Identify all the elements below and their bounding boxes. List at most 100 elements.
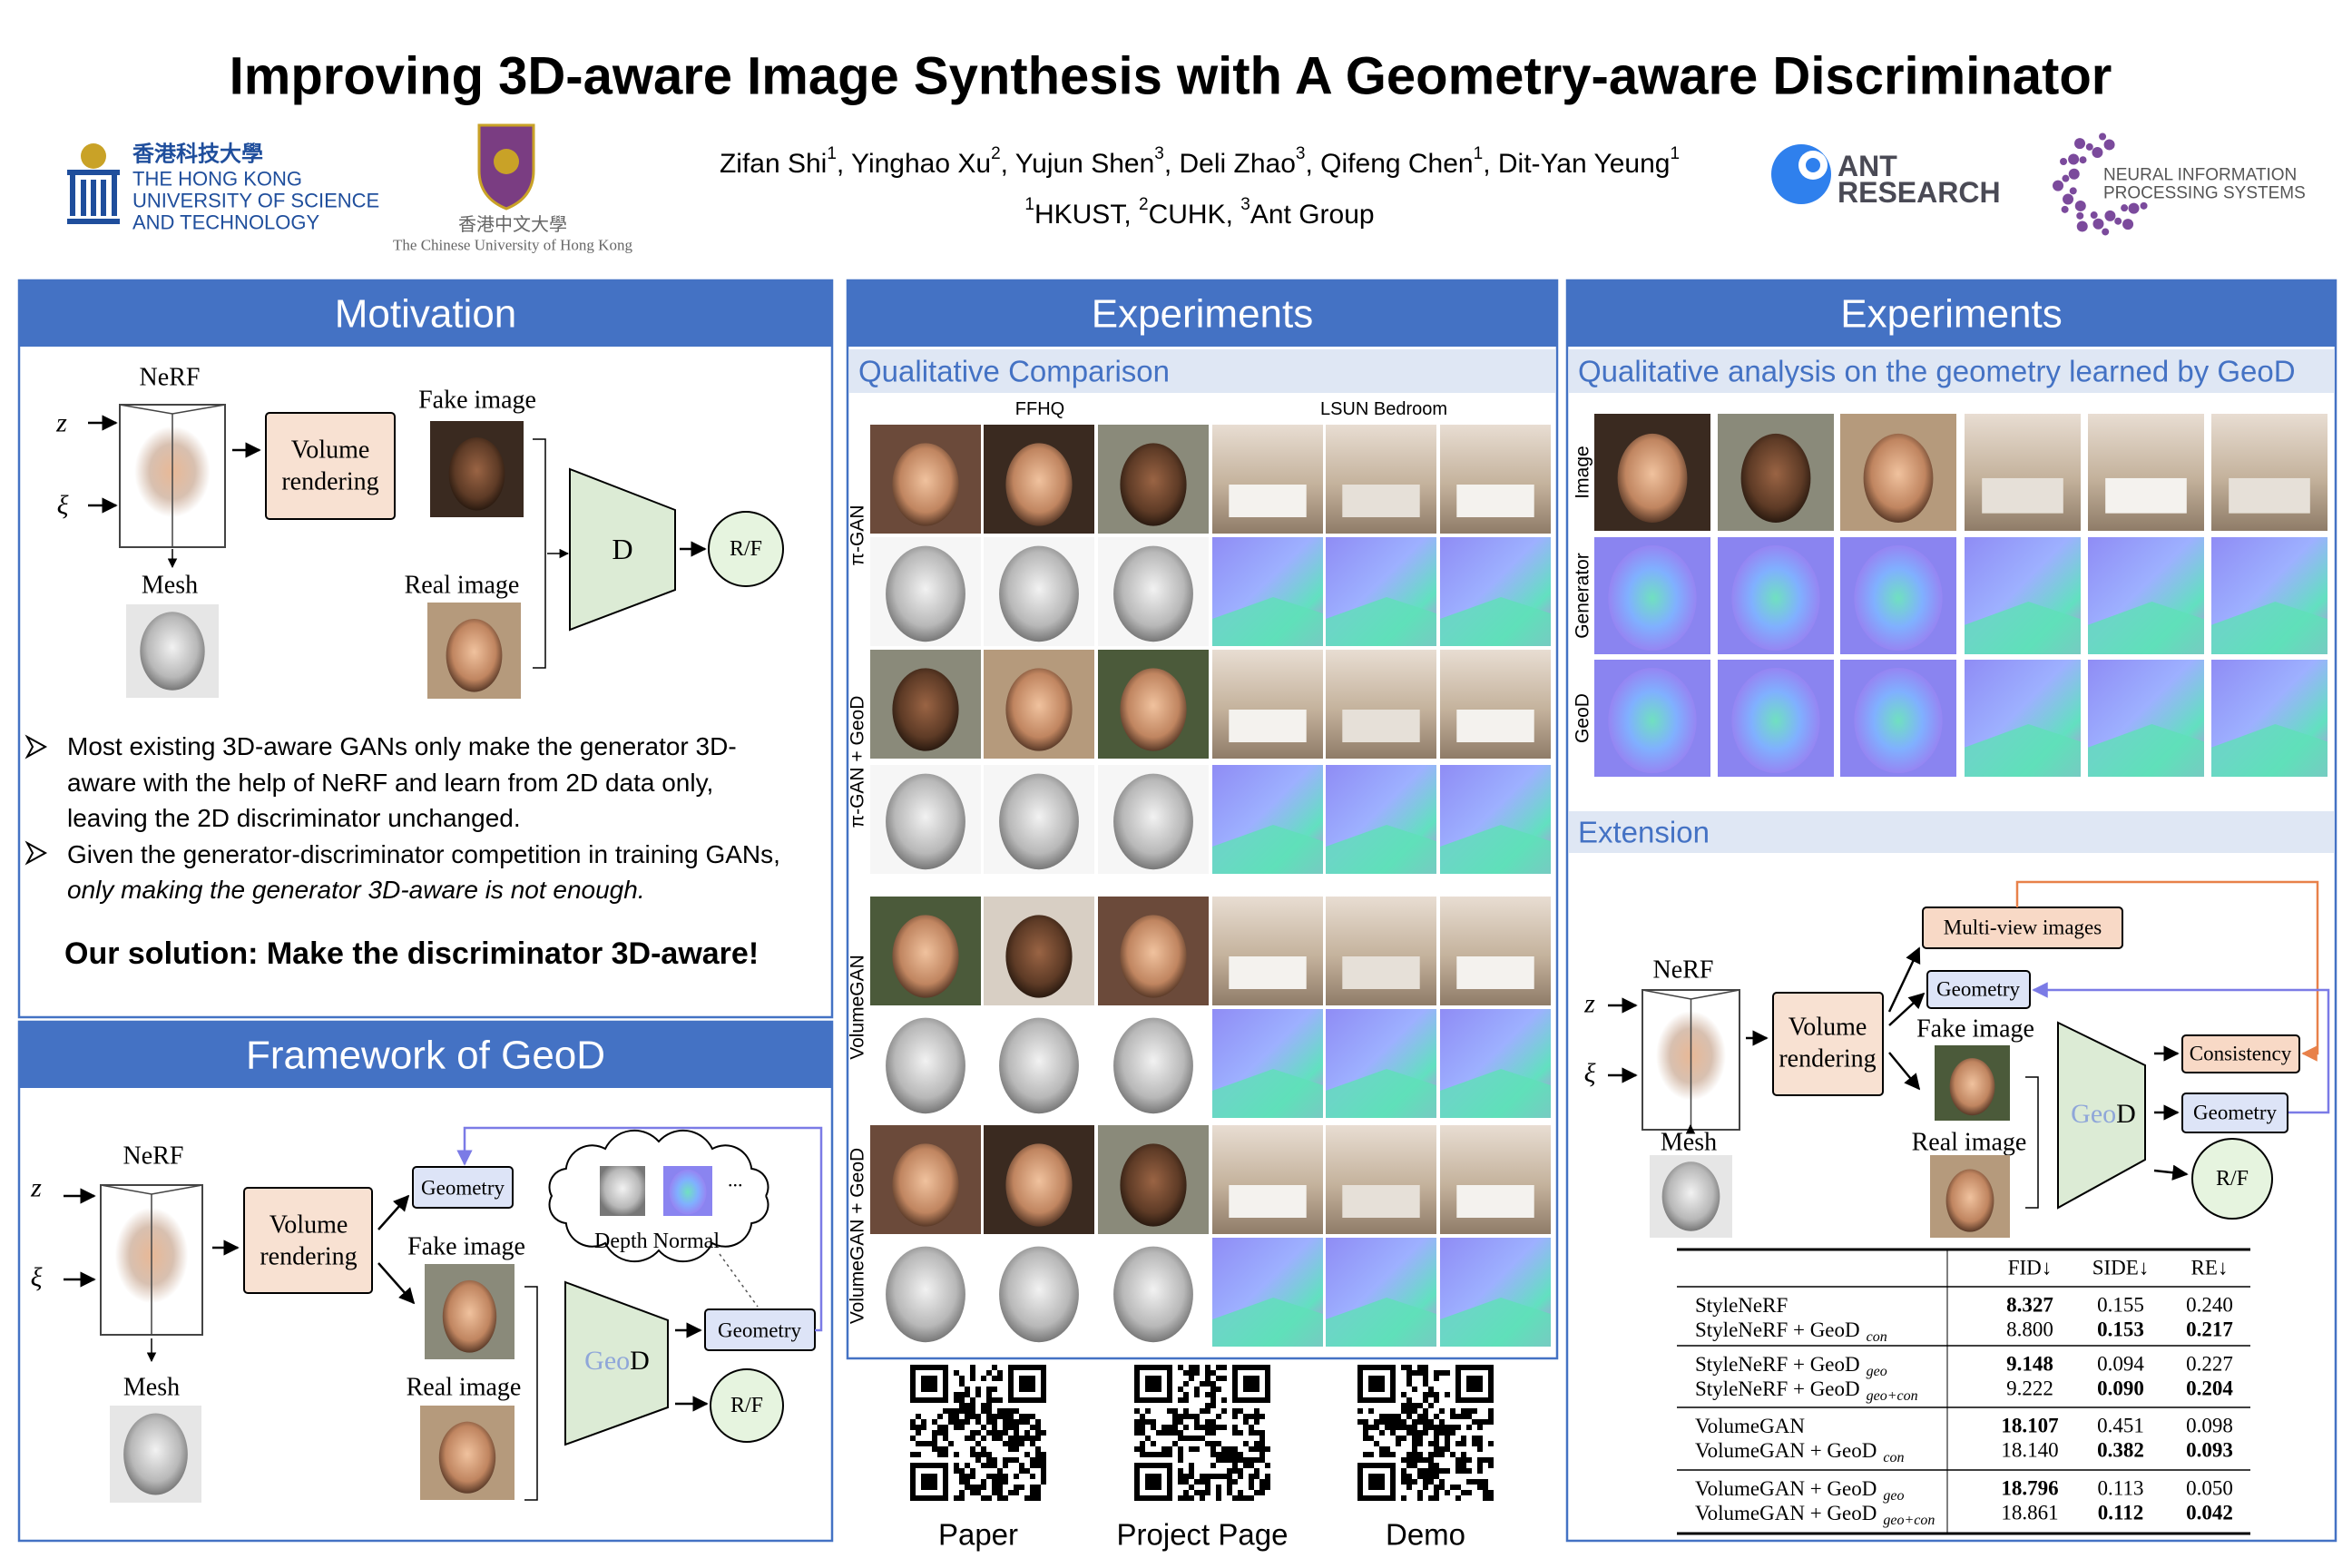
bullet-marker xyxy=(24,840,48,866)
qr-module xyxy=(1161,1425,1167,1430)
normal-face xyxy=(1113,545,1193,642)
qr-module xyxy=(1216,1387,1221,1392)
table-header: RE↓ xyxy=(2191,1257,2229,1279)
qr-module xyxy=(959,1495,965,1501)
qr-module xyxy=(981,1446,986,1452)
qr-module xyxy=(1205,1441,1210,1446)
qr-module xyxy=(1401,1419,1406,1425)
photo-bed xyxy=(1456,485,1534,517)
qr-module xyxy=(1259,1414,1265,1419)
qr-module xyxy=(954,1414,959,1419)
qr-module xyxy=(970,1403,975,1408)
qr-module xyxy=(1259,1452,1265,1457)
qr-module xyxy=(1401,1474,1406,1479)
hkust-emblem xyxy=(67,170,120,224)
qr-module xyxy=(1455,1495,1461,1501)
qr-module xyxy=(1194,1365,1200,1370)
photo-face xyxy=(1005,668,1073,751)
qr-module xyxy=(1035,1446,1041,1452)
qr-module xyxy=(1477,1485,1483,1490)
qr-module xyxy=(1151,1419,1156,1425)
qr-module xyxy=(1254,1419,1259,1425)
qr-module xyxy=(1178,1430,1183,1436)
qr-module xyxy=(1200,1490,1205,1495)
poster-title: Improving 3D-aware Image Synthesis with … xyxy=(230,47,2112,106)
qr-finder xyxy=(1243,1376,1259,1392)
qr-module xyxy=(932,1436,937,1441)
qr-module xyxy=(1450,1425,1455,1430)
qr-module xyxy=(1445,1436,1450,1441)
qr-module xyxy=(1450,1430,1455,1436)
table-cell: 18.796 xyxy=(2001,1477,2058,1500)
qr-module xyxy=(954,1397,959,1403)
qr-module xyxy=(1134,1430,1140,1436)
qr-module xyxy=(1167,1446,1172,1452)
qr-module xyxy=(1488,1490,1494,1495)
photo-face xyxy=(1945,1169,1994,1232)
table-row-label: VolumeGAN + GeoD geo xyxy=(1695,1477,1904,1504)
normal-bed xyxy=(1326,1069,1436,1118)
qr-module xyxy=(1030,1474,1035,1479)
real-image-label: Real image xyxy=(407,1374,522,1402)
qr-module xyxy=(1374,1419,1379,1425)
subsection-header xyxy=(849,349,1555,393)
table-cell: 0.240 xyxy=(2186,1294,2233,1317)
qr-module xyxy=(1232,1468,1238,1474)
qr-module xyxy=(1210,1452,1216,1457)
qr-module xyxy=(1003,1408,1008,1414)
qr-module xyxy=(1406,1457,1412,1463)
qr-module xyxy=(1254,1408,1259,1414)
qr-module xyxy=(975,1414,981,1419)
qr-module xyxy=(1172,1430,1178,1436)
qr-module xyxy=(1210,1463,1216,1468)
qr-module xyxy=(1243,1441,1249,1446)
neurips-logo xyxy=(2099,132,2107,141)
qr-module xyxy=(937,1452,943,1457)
neurips-logo xyxy=(2114,217,2122,225)
qr-module xyxy=(1259,1490,1265,1495)
qr-module xyxy=(948,1414,954,1419)
photo-face xyxy=(1120,668,1187,751)
qr-module xyxy=(1385,1419,1390,1425)
qr-module xyxy=(1472,1408,1477,1414)
qr-module xyxy=(1189,1463,1194,1468)
qr-module xyxy=(1385,1425,1390,1430)
photo-bed xyxy=(1342,1185,1420,1218)
qr-module xyxy=(1254,1430,1259,1436)
qr-module xyxy=(1265,1485,1270,1490)
method-variant: geo+con xyxy=(1867,1388,1918,1404)
qr-module xyxy=(1014,1474,1019,1479)
nerf-edge xyxy=(119,404,226,415)
qr-module xyxy=(959,1425,965,1430)
qr-module xyxy=(1483,1419,1488,1425)
qr-module xyxy=(1455,1441,1461,1446)
qr-module xyxy=(1249,1474,1254,1479)
qr-module xyxy=(954,1468,959,1474)
qr-module xyxy=(1455,1485,1461,1490)
qr-module xyxy=(959,1381,965,1387)
qr-module xyxy=(1483,1485,1488,1490)
qr-module xyxy=(937,1414,943,1419)
qr-module xyxy=(1412,1436,1417,1441)
qr-module xyxy=(1189,1365,1194,1370)
qr-module xyxy=(1461,1457,1466,1463)
qr-module xyxy=(1472,1436,1477,1441)
arrow xyxy=(1888,1052,1921,1091)
qr-module xyxy=(1216,1441,1221,1446)
photo-bed xyxy=(1229,956,1307,989)
qr-module xyxy=(1216,1490,1221,1495)
qr-module xyxy=(965,1392,970,1397)
photo-bed xyxy=(2105,477,2187,514)
normal-bed xyxy=(1212,1298,1323,1347)
row-label: GeoD xyxy=(1573,693,1593,743)
photo-bed xyxy=(1342,710,1420,742)
qr-module xyxy=(1200,1495,1205,1501)
cloud xyxy=(548,1129,769,1263)
qr-module xyxy=(937,1446,943,1452)
qr-module xyxy=(1461,1414,1466,1419)
qr-module xyxy=(1216,1365,1221,1370)
qr-module xyxy=(1008,1446,1014,1452)
multiview-box xyxy=(1922,906,2123,949)
fake-image-label: Fake image xyxy=(407,1233,525,1261)
